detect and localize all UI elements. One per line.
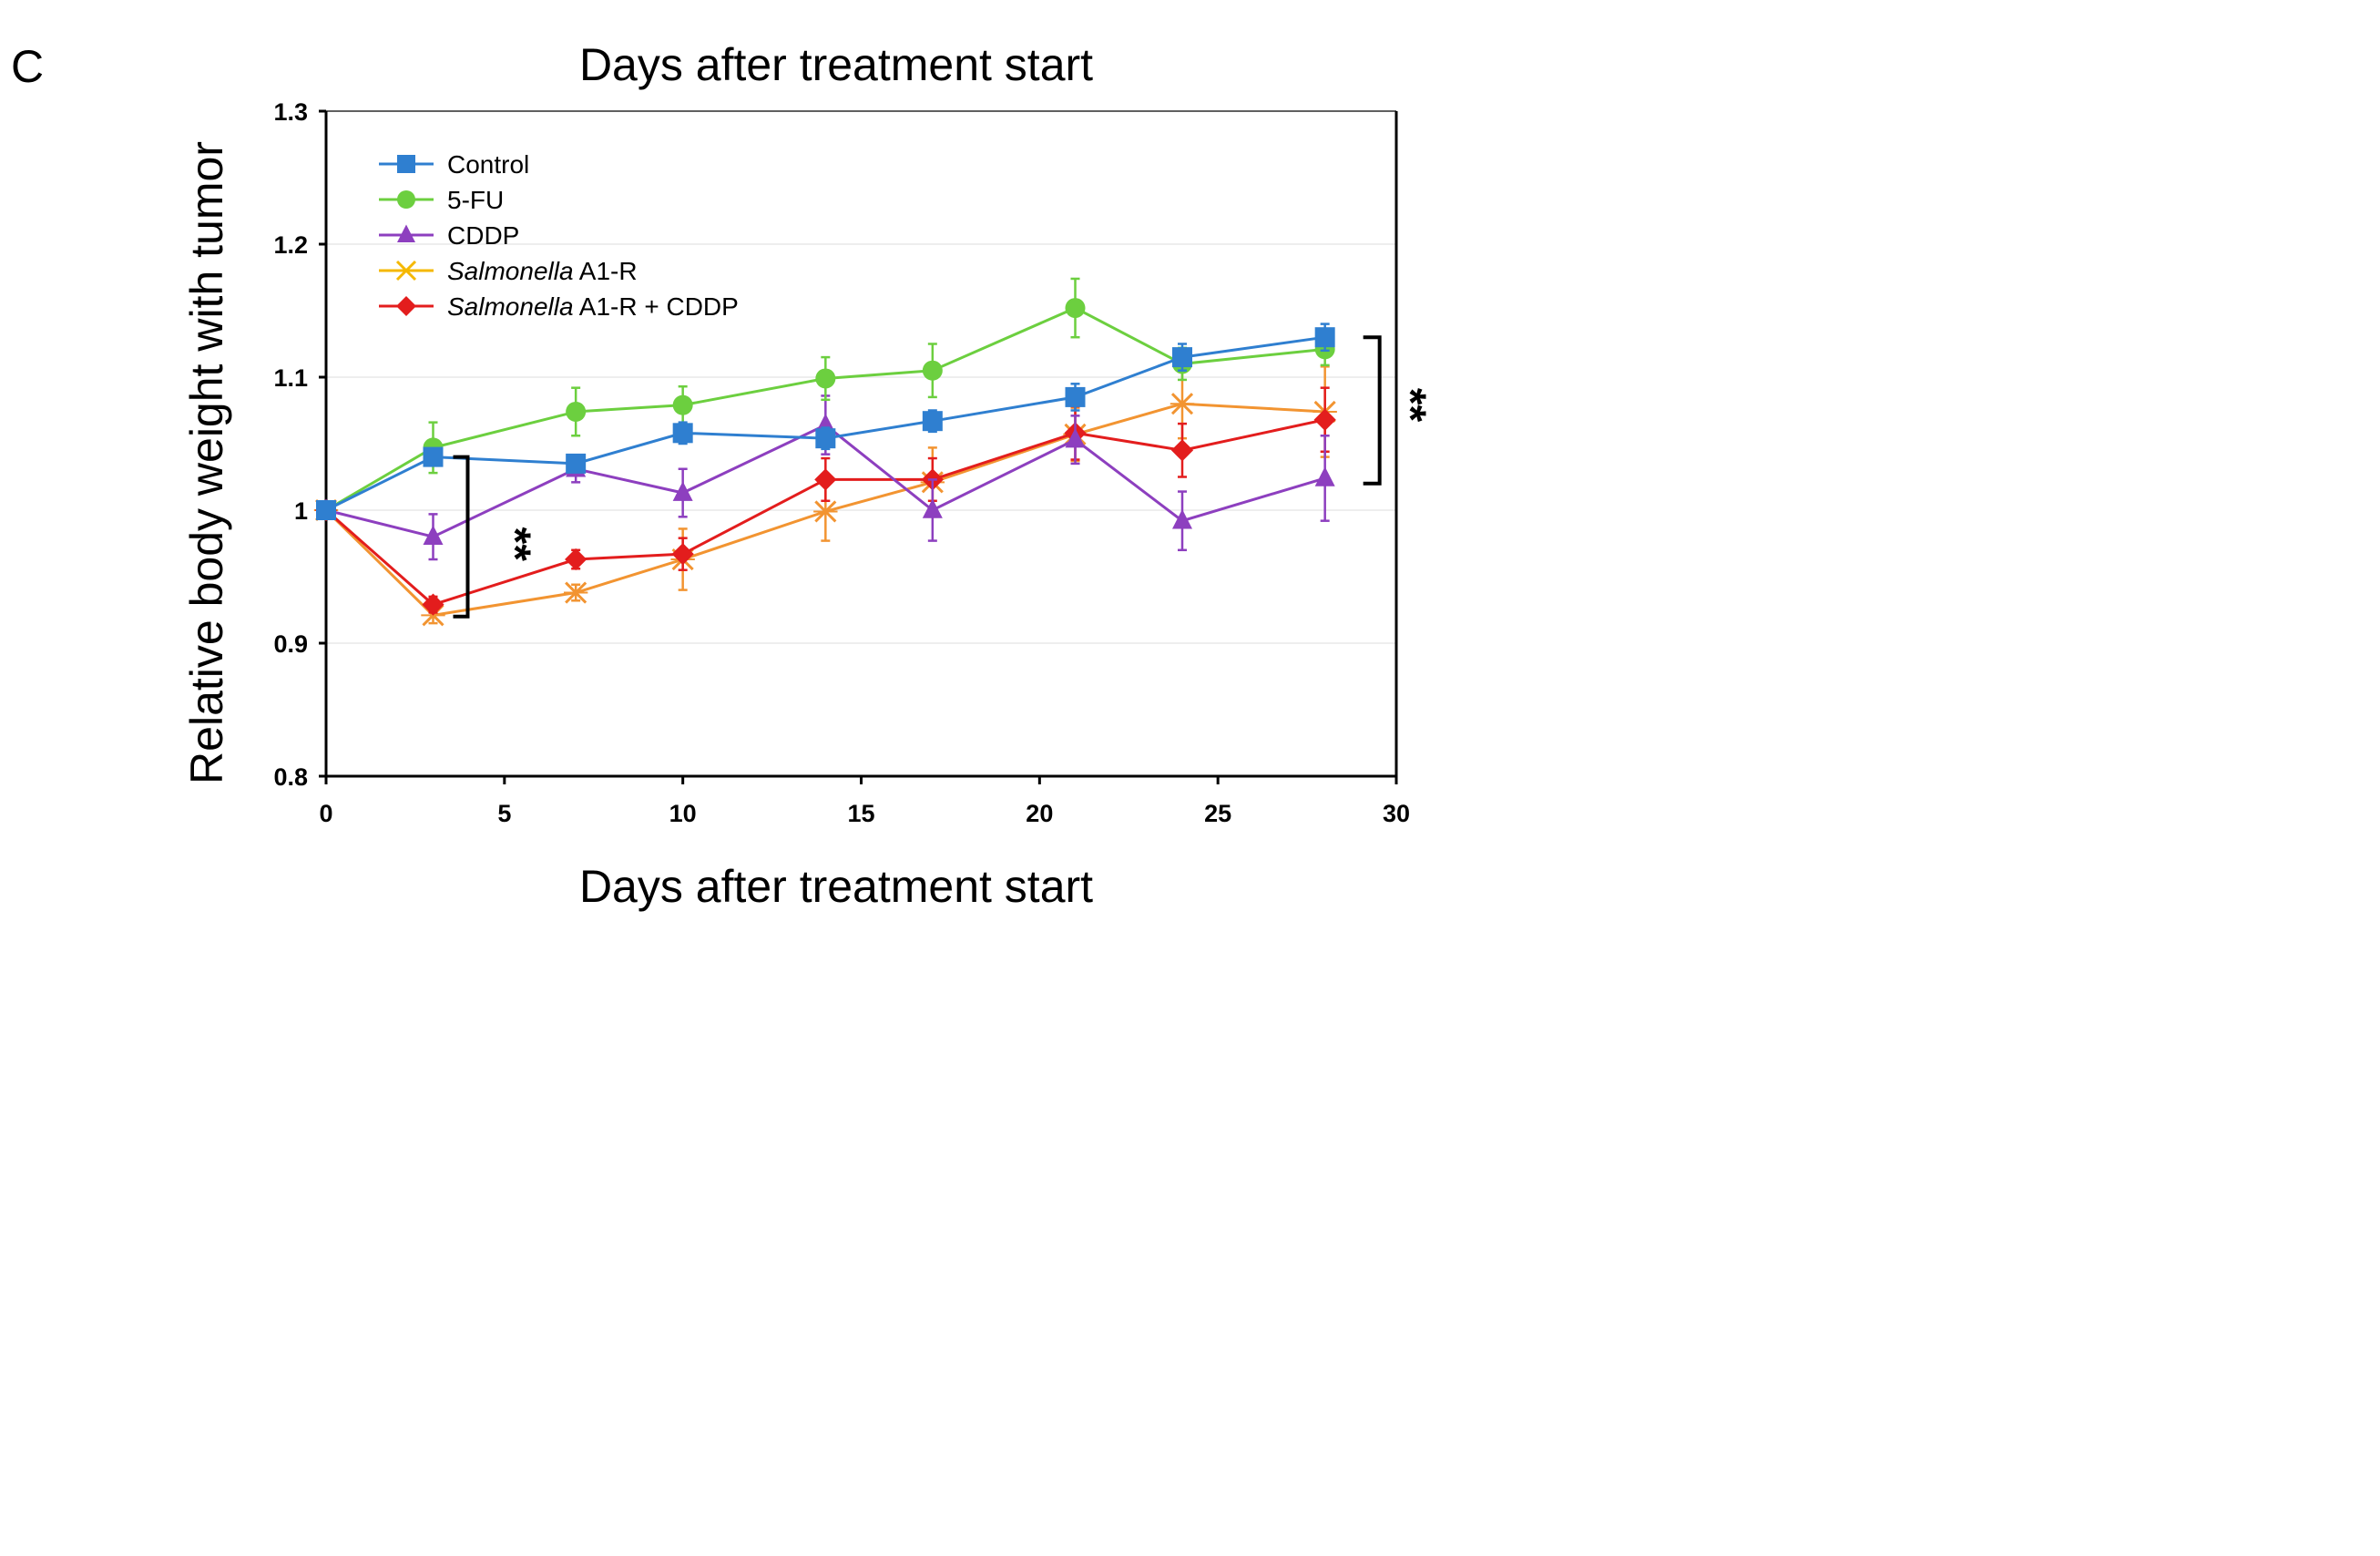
x-tick-label: 0 (319, 800, 332, 827)
data-point (1065, 386, 1086, 407)
bracket-line (453, 455, 470, 619)
legend-label-rest: A1-R + CDDP (574, 292, 739, 321)
y-tick-label: 1.2 (273, 231, 308, 259)
x-tick-label: 20 (1026, 800, 1053, 827)
legend-label: CDDP (447, 221, 519, 250)
axis-ticks: 0.8 0.9 1 1.1 1.2 1.3 0 5 10 15 20 25 30 (273, 98, 1410, 827)
data-point (922, 411, 943, 432)
data-point (815, 368, 836, 389)
data-point (1314, 327, 1335, 348)
data-point (672, 423, 693, 444)
y-tick-label: 1 (294, 497, 308, 525)
data-point (423, 525, 444, 545)
data-point (1172, 347, 1192, 368)
legend-item-1: 5-FU (379, 186, 504, 214)
y-tick-label: 0.9 (273, 630, 308, 658)
data-point (813, 500, 838, 523)
y-tick-label: 0.8 (273, 763, 308, 791)
data-point (1065, 298, 1086, 319)
data-point (422, 593, 444, 616)
legend-label-rest: A1-R (574, 257, 638, 285)
data-point (563, 581, 588, 604)
data-point (672, 394, 693, 415)
y-tick-label: 1.1 (273, 364, 308, 392)
x-tick-label: 30 (1383, 800, 1410, 827)
bracket-line (1363, 335, 1382, 486)
data-point (1170, 393, 1195, 415)
data-point (671, 543, 694, 566)
legend-label-italic: Salmonella (447, 257, 574, 285)
x-tick-label: 5 (497, 800, 511, 827)
y-axis-label: Relative body weight with tumor (181, 141, 232, 784)
panel-label: C (11, 41, 44, 92)
legend-label: 5-FU (447, 186, 504, 214)
x-axis-label: Days after treatment start (579, 861, 1093, 912)
legend-marker (397, 190, 415, 209)
data-point (316, 500, 336, 520)
annotations: ** ** (453, 335, 1428, 619)
data-point (565, 548, 587, 571)
series-0 (316, 322, 1335, 520)
data-point (1170, 439, 1194, 462)
data-point (672, 481, 693, 501)
data-point (1313, 408, 1336, 431)
chart-title: Days after treatment start (579, 39, 1093, 90)
data-point (1314, 466, 1335, 486)
data-point (922, 498, 943, 518)
legend-label: Salmonella A1-R (447, 257, 638, 285)
chart-figure: C Days after treatment start Days after … (0, 0, 1428, 934)
data-point (1172, 509, 1192, 529)
significance-bracket: ** (1363, 335, 1428, 486)
legend-label-italic: Salmonella (447, 292, 574, 321)
x-tick-label: 15 (847, 800, 874, 827)
legend-marker (397, 155, 415, 173)
x-tick-label: 25 (1204, 800, 1231, 827)
data-point (566, 401, 587, 422)
series-layer (313, 277, 1337, 627)
data-point (815, 413, 836, 434)
legend-item-0: Control (379, 150, 529, 179)
data-point (566, 453, 587, 474)
legend-item-4: Salmonella A1-R + CDDP (379, 292, 739, 321)
significance-bracket: ** (453, 455, 539, 619)
chart-svg: C Days after treatment start Days after … (11, 39, 1428, 912)
legend-item-2: CDDP (379, 221, 519, 250)
legend-marker (395, 260, 417, 282)
data-point (814, 468, 837, 491)
significance-label: ** (491, 527, 539, 562)
legend-label: Control (447, 150, 529, 179)
legend-label: Salmonella A1-R + CDDP (447, 292, 739, 321)
significance-label: ** (1386, 388, 1428, 423)
legend-marker (396, 296, 416, 316)
data-point (922, 360, 943, 381)
data-point (1065, 427, 1086, 448)
y-tick-label: 1.3 (273, 98, 308, 126)
data-point (423, 446, 444, 467)
data-point (815, 428, 836, 449)
legend-item-3: Salmonella A1-R (379, 257, 638, 285)
x-tick-label: 10 (669, 800, 697, 827)
legend-marker (397, 224, 415, 242)
